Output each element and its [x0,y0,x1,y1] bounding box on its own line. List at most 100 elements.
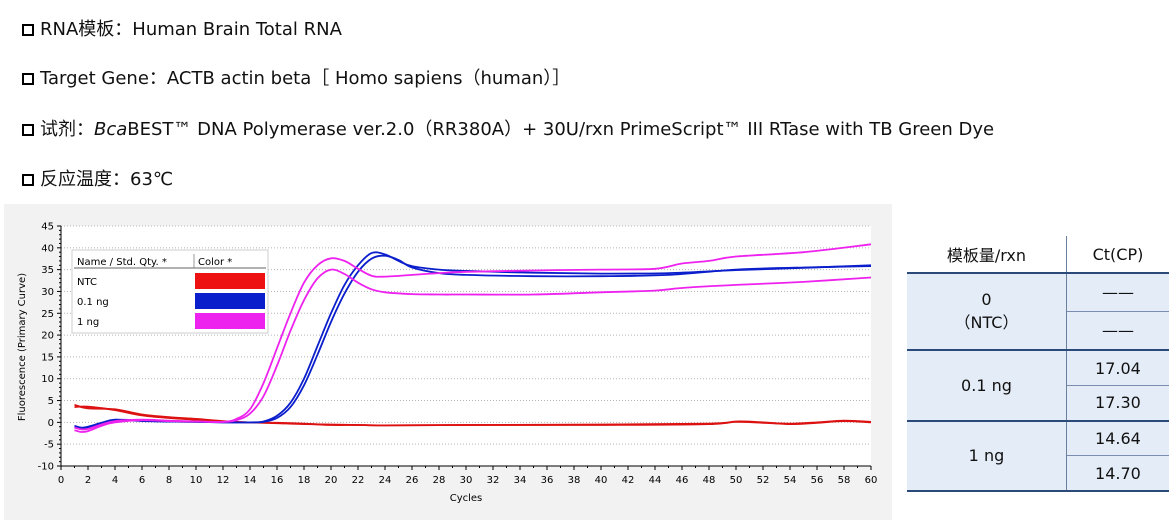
info-temperature: 反应温度：63℃ [22,169,173,191]
y-tick-label: 5 [48,396,54,407]
info-reagent: 试剂：BcaBEST™ DNA Polymerase ver.2.0（RR380… [22,119,994,141]
x-tick-label: 48 [703,475,716,486]
y-tick-label: 0 [48,418,54,429]
x-tick-label: 32 [487,475,500,486]
y-tick-label: 25 [41,309,54,320]
x-tick-label: 46 [676,475,689,486]
checkbox-square-icon [22,73,34,85]
legend-swatch-ntc [195,273,265,289]
x-tick-label: 54 [784,475,797,486]
y-tick-label: 15 [41,352,54,363]
info-label: Target Gene： [40,68,167,89]
info-label: RNA模板： [40,19,133,40]
x-tick-label: 18 [298,475,311,486]
x-tick-label: 26 [406,475,419,486]
x-tick-label: 0 [58,475,64,486]
group-label-line: 0.1 ng [961,375,1012,395]
info-value: ACTB actin beta［ Homo sapiens（human）］ [166,68,571,89]
x-tick-label: 52 [757,475,770,486]
legend-entry-0-1ng: 0.1 ng [77,297,109,308]
x-tick-label: 28 [433,475,446,486]
y-tick-label: 30 [41,287,54,298]
chart-legend: Name / Std. Qty. * Color * NTC 0.1 ng 1 … [71,249,269,334]
checkbox-square-icon [22,124,34,136]
x-tick-label: 34 [514,475,527,486]
x-tick-label: 44 [649,475,662,486]
series-lines [74,243,872,433]
series-line-ntc-1 [74,404,872,427]
legend-swatch-1ng [195,313,265,329]
info-value: BEST™ DNA Polymerase ver.2.0（RR380A）+ 30… [127,119,995,140]
x-tick-label: 30 [460,475,473,486]
group-label-line: （NTC） [954,313,1019,333]
amplification-chart: -10 -5 0 5 10 15 20 25 30 35 40 45 0 2 4 6 8 10 12 14 16 18 20… [4,204,892,520]
ct-value: —— [1066,311,1169,352]
info-label: 试剂： [40,119,94,140]
legend-entry-ntc: NTC [77,277,97,288]
y-tick-label: 10 [41,374,54,385]
group-label-ntc: 0 （NTC） [907,273,1067,352]
x-tick-label: 24 [379,475,392,486]
x-tick-label: 10 [190,475,203,486]
y-tick-label: 35 [41,265,54,276]
y-tick-label: 20 [41,331,54,342]
table-row: 14.70 [907,455,1169,493]
x-tick-label: 2 [85,475,91,486]
table-header-row: 模板量/rxn Ct(CP) [907,236,1169,274]
x-tick-label: 14 [244,475,257,486]
x-tick-label: 8 [166,475,172,486]
ct-value: 17.30 [1066,385,1169,422]
x-tick-label: 50 [730,475,743,486]
x-tick-label: 60 [865,475,878,486]
x-tick-label: 42 [622,475,635,486]
x-tick-label: 36 [541,475,554,486]
x-axis-title: Cycles [450,493,483,504]
ct-value: 14.70 [1066,455,1169,493]
table-row: —— [907,311,1169,352]
x-tick-label: 16 [271,475,284,486]
table-row: 0 （NTC） —— [907,273,1169,352]
y-tick-label: 40 [41,243,54,254]
x-tick-label: 22 [352,475,365,486]
ct-value: 17.04 [1066,350,1169,386]
group-label-line: 1 ng [968,446,1005,466]
group-label-1ng: 1 ng [907,420,1067,493]
header-template-amount: 模板量/rxn [907,236,1067,274]
info-italic: Bca [94,119,128,140]
x-tick-label: 6 [139,475,145,486]
legend-swatch-0-1ng [195,293,265,309]
info-label: 反应温度： [40,169,130,190]
info-value: 63℃ [130,169,174,190]
series-line-1-ng-5 [74,243,872,431]
x-tick-label: 58 [838,475,851,486]
ct-results-table: 模板量/rxn Ct(CP) 0 （NTC） —— —— 0.1 ng 17.0… [907,236,1169,493]
ct-value: —— [1066,273,1169,313]
x-tick-label: 20 [325,475,338,486]
info-rna-template: RNA模板：Human Brain Total RNA [22,19,342,41]
x-tick-label: 4 [112,475,118,486]
x-tick-label: 40 [595,475,608,486]
x-tick-label: 12 [217,475,230,486]
header-ct: Ct(CP) [1066,236,1169,274]
group-label-line: 0 [981,290,992,310]
checkbox-square-icon [22,24,34,36]
table-row: 1 ng 14.64 [907,420,1169,493]
table-row: 0.1 ng 17.04 [907,350,1169,422]
legend-header-name: Name / Std. Qty. * [77,257,167,268]
info-target-gene: Target Gene：ACTB actin beta［ Homo sapien… [22,68,570,90]
checkbox-square-icon [22,174,34,186]
y-tick-label: -5 [44,440,54,451]
y-tick-label: 45 [41,222,54,233]
y-tick-label: -10 [38,462,54,473]
legend-header-color: Color * [198,257,232,268]
info-value: Human Brain Total RNA [132,19,342,40]
ct-value: 14.64 [1066,420,1169,457]
legend-entry-1ng: 1 ng [77,317,99,328]
group-label-0-1ng: 0.1 ng [907,350,1067,422]
x-tick-label: 56 [811,475,824,486]
table-row: 17.30 [907,385,1169,422]
x-tick-label: 38 [568,475,581,486]
y-axis-title: Fluorescence (Primary Curve) [17,273,28,421]
